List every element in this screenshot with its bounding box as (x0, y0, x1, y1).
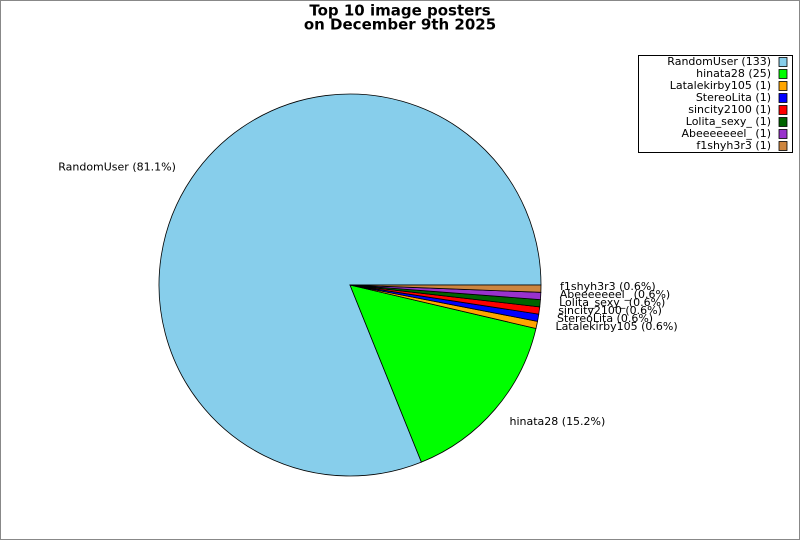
slice-label: StereoLita (0.6%) (557, 312, 653, 325)
legend-swatch (778, 93, 788, 103)
pie-slice (349, 284, 542, 293)
chart-title: Top 10 image posters (309, 2, 490, 20)
legend-swatch (778, 141, 788, 151)
legend-label: hinata28 (25) (696, 67, 771, 80)
legend-swatch (778, 57, 788, 67)
legend-swatch (778, 117, 788, 127)
legend-label: Abeeeeeeel_ (1) (681, 127, 771, 140)
slice-label: f1shyh3r3 (0.6%) (560, 280, 656, 293)
legend-swatch (778, 129, 788, 139)
legend-label: Lolita_sexy_ (1) (686, 115, 771, 128)
slice-label: hinata28 (15.2%) (509, 415, 605, 428)
legend-label: sincity2100 (1) (688, 103, 771, 116)
legend-box (638, 55, 793, 153)
slice-label: Latalekirby105 (0.6%) (555, 320, 677, 333)
legend-swatch (778, 105, 788, 115)
legend-label: StereoLita (1) (696, 91, 771, 104)
legend-label: RandomUser (133) (667, 55, 771, 68)
slice-label: Abeeeeeeel_ (0.6%) (560, 288, 670, 301)
slice-label: Lolita_sexy_ (0.6%) (559, 296, 665, 309)
legend-label: f1shyh3r3 (1) (696, 139, 771, 152)
pie-slice (349, 284, 537, 463)
slice-label: sincity2100 (0.6%) (558, 304, 662, 317)
chart-title: on December 9th 2025 (304, 16, 496, 34)
slice-label: RandomUser (81.1%) (58, 160, 176, 173)
legend-swatch (778, 69, 788, 79)
legend-label: Latalekirby105 (1) (670, 79, 771, 92)
legend-swatch (778, 81, 788, 91)
